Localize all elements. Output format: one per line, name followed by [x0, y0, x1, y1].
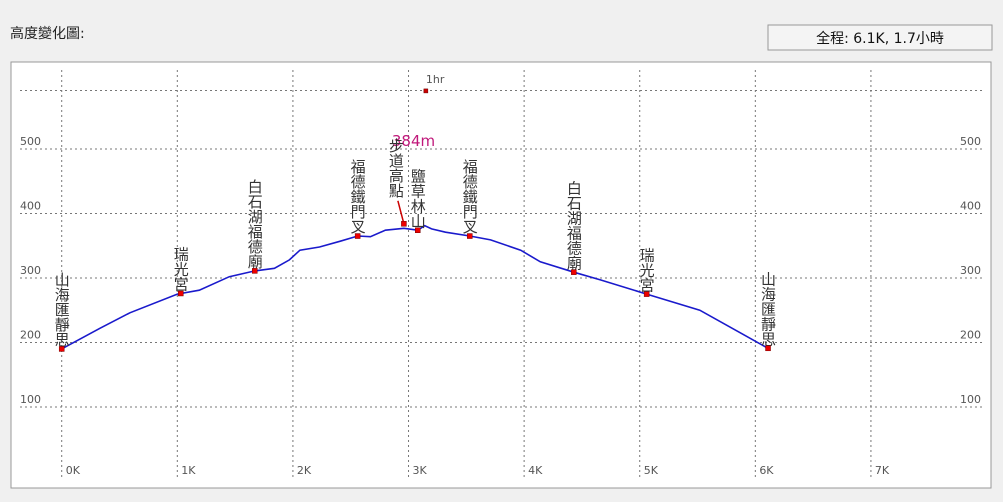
waypoint-marker [178, 290, 184, 297]
waypoint-marker [252, 268, 258, 274]
waypoint-label: 瑞光宮 [172, 246, 190, 291]
value-label: 384m [392, 132, 435, 150]
y-tick-label-right: 400 [960, 199, 981, 212]
waypoint-marker [401, 221, 407, 227]
y-tick-label-right: 500 [960, 135, 981, 148]
y-tick-label-right: 300 [960, 264, 981, 277]
x-tick-label: 4K [528, 464, 543, 477]
elevation-line [61, 224, 769, 350]
x-tick-label: 2K [297, 464, 312, 477]
y-tick-label-right: 200 [960, 328, 981, 341]
y-tick-label: 500 [20, 135, 41, 148]
waypoint-marker [765, 345, 771, 352]
x-tick-label: 3K [413, 464, 428, 477]
x-tick-label: 0K [66, 464, 81, 477]
waypoint-label: 白石湖福德廟 [246, 179, 264, 270]
x-tick-label: 5K [644, 464, 659, 477]
x-tick-label: 7K [875, 464, 890, 477]
waypoint-marker [643, 291, 650, 297]
waypoint-label: 步道高點 [387, 138, 405, 198]
waypoint-marker [354, 233, 361, 239]
waypoint-label: 福德鐵門叉 [349, 159, 367, 234]
waypoint-marker [58, 346, 65, 352]
y-tick-label: 100 [20, 393, 41, 406]
waypoint-marker [415, 227, 421, 233]
leader-line [397, 200, 405, 224]
header: 高度變化圖: [10, 25, 85, 42]
waypoint-label: 白石湖福德廟 [565, 180, 583, 271]
time-mark [423, 88, 429, 94]
waypoint-label: 山海匯靜思 [759, 271, 777, 346]
y-tick-label: 400 [20, 199, 41, 212]
x-tick-label: 6K [759, 464, 774, 477]
summary: 全程: 6.1K, 1.7小時 [816, 30, 944, 47]
y-tick-label: 300 [20, 264, 41, 277]
y-tick-label-right: 100 [960, 393, 981, 406]
plot-frame [10, 61, 992, 489]
waypoint-label: 瑞光宮 [638, 247, 656, 292]
waypoint-label: 鹽草林山 [409, 168, 427, 228]
y-tick-label: 200 [20, 328, 41, 341]
waypoint-marker [467, 233, 473, 239]
summary-box [767, 24, 993, 51]
waypoint-label: 山海匯靜思 [53, 272, 71, 347]
waypoint-label: 福德鐵門叉 [461, 159, 479, 234]
x-tick-label: 1K [181, 464, 196, 477]
time-mark-label: 1hr [426, 73, 445, 86]
waypoint-marker [571, 269, 577, 275]
